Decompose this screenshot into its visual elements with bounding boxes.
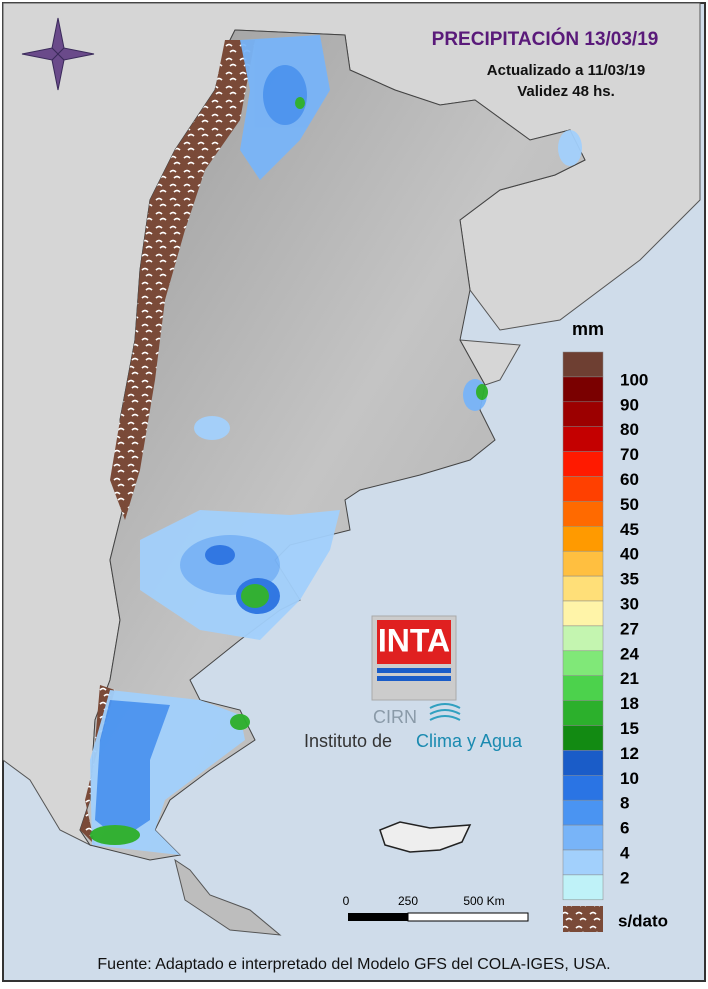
legend-label: 24 [620,644,639,663]
legend-label: 50 [620,495,639,514]
legend-label: 15 [620,719,639,738]
legend-swatch [562,675,604,701]
no-data-swatch [563,906,603,932]
legend-label: 4 [620,843,630,862]
legend: mm s/dato 100908070605045403530272421181… [562,319,668,932]
source: Fuente: Adaptado e interpretado del Mode… [97,956,610,973]
legend-label: 80 [620,420,639,439]
legend-swatch [562,351,604,378]
legend-label: 6 [620,819,629,838]
logo-institute: Instituto de [304,731,392,751]
legend-swatch [562,625,604,652]
legend-unit: mm [572,319,604,339]
legend-swatch [562,600,604,627]
no-data-andes [110,40,255,520]
legend-swatch [562,650,604,676]
logo-unit: CIRN [373,707,417,727]
validity: Validez 48 hs. [517,83,615,100]
title: PRECIPITACIÓN 13/03/19 [432,28,659,50]
legend-swatch [562,874,604,901]
legend-label: 12 [620,744,639,763]
no-data-label: s/dato [618,911,668,930]
legend-swatch [562,725,604,751]
compass-rose [21,17,95,91]
legend-swatch [562,824,604,851]
scale-label: 500 Km [463,894,504,908]
legend-label: 100 [620,370,648,389]
legend-label: 35 [620,570,639,589]
precipitation [90,35,582,855]
legend-swatch [562,376,604,403]
legend-swatch [562,501,604,527]
legend-label: 18 [620,694,639,713]
legend-label: 45 [620,520,639,539]
legend-label: 90 [620,395,639,414]
legend-label: 70 [620,445,639,464]
legend-swatch [562,799,604,826]
legend-swatch [562,575,604,602]
legend-label: 21 [620,669,639,688]
legend-label: 60 [620,470,639,489]
legend-swatch [562,451,604,477]
tierra-del-fuego [174,858,282,936]
scale-label: 0 [343,894,350,908]
falklands [379,821,472,853]
scale-label: 250 [398,894,418,908]
logo-highlight: Clima y Agua [416,731,523,751]
legend-swatch [562,849,604,876]
legend-swatch [562,550,604,577]
legend-swatch [562,401,604,427]
legend-swatch [562,476,604,502]
legend-label: 10 [620,769,639,788]
logo: INTA CIRN Instituto de Clima y Agua [304,615,523,751]
legend-swatch [562,750,604,776]
logo-name: INTA [378,622,450,658]
updated: Actualizado a 11/03/19 [487,62,645,79]
legend-label: 30 [620,594,639,613]
legend-swatch [562,526,604,552]
legend-swatch [562,426,604,452]
legend-label: 8 [620,794,629,813]
legend-swatch [562,700,604,726]
legend-label: 27 [620,619,639,638]
scale-bar: 0 250 500 Km [343,894,529,922]
legend-label: 40 [620,545,639,564]
legend-swatch [562,775,604,801]
legend-label: 2 [620,868,629,887]
